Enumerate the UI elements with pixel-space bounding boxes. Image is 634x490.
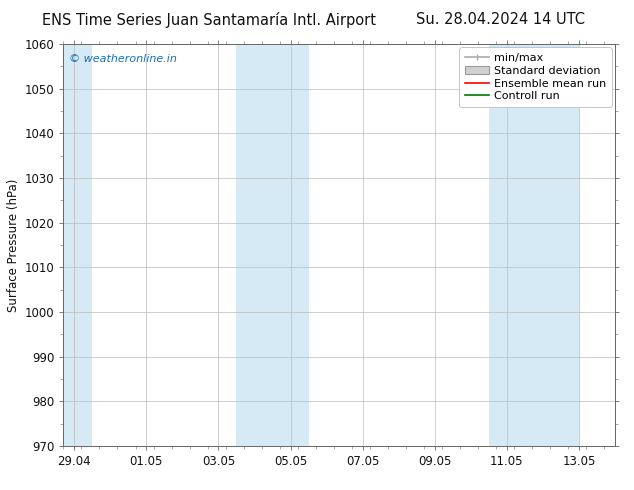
Legend: min/max, Standard deviation, Ensemble mean run, Controll run: min/max, Standard deviation, Ensemble me… — [460, 48, 612, 107]
Text: ENS Time Series Juan Santamaría Intl. Airport: ENS Time Series Juan Santamaría Intl. Ai… — [42, 12, 376, 28]
Bar — [63, 44, 92, 446]
Bar — [489, 44, 579, 446]
Text: © weatheronline.in: © weatheronline.in — [69, 54, 177, 64]
Text: Su. 28.04.2024 14 UTC: Su. 28.04.2024 14 UTC — [417, 12, 585, 27]
Y-axis label: Surface Pressure (hPa): Surface Pressure (hPa) — [8, 178, 20, 312]
Bar — [236, 44, 309, 446]
